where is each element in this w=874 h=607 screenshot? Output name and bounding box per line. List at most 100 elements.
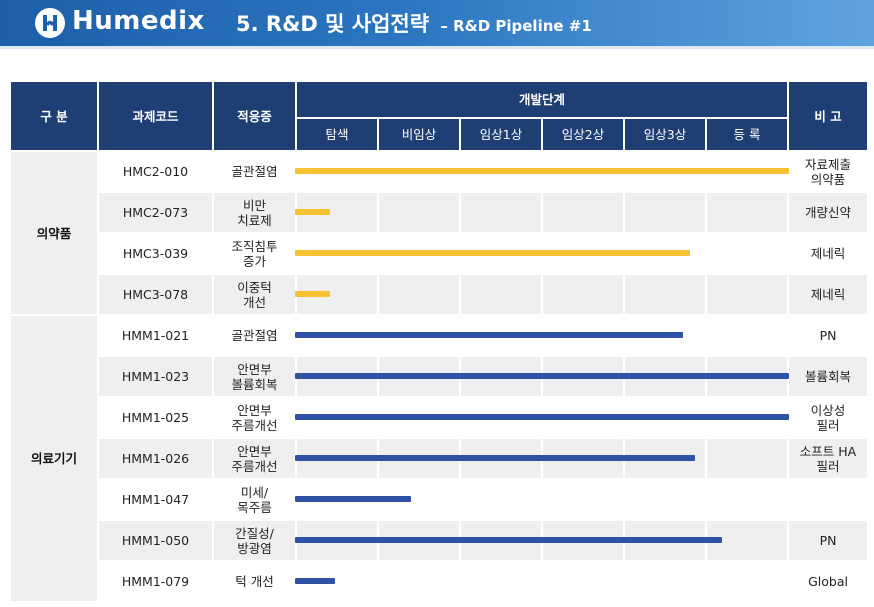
table-row: 의료기기 HMM1-021 골관절염 PN	[9, 314, 870, 603]
stage-cell	[704, 560, 790, 603]
header-stage: 등 록	[704, 117, 790, 152]
stage-cell	[704, 355, 790, 398]
stage-cell	[377, 191, 461, 234]
indication-cell: 골관절염	[212, 314, 297, 357]
stage-cell	[623, 191, 707, 234]
stage-cell	[459, 314, 543, 357]
stage-cell	[377, 232, 461, 275]
stage-cell	[459, 560, 543, 603]
stage-cell	[704, 519, 790, 562]
stage-cell	[377, 478, 461, 521]
stage-cell	[459, 478, 543, 521]
header-indication: 적응증	[212, 80, 297, 152]
stage-cell	[377, 150, 461, 193]
stage-cell	[541, 314, 625, 357]
note-cell: PN	[787, 314, 870, 357]
stage-cell	[704, 314, 790, 357]
stage-cell	[377, 519, 461, 562]
stage-cell	[541, 150, 625, 193]
stage-cell	[541, 519, 625, 562]
stage-cell	[541, 437, 625, 480]
stage-cell	[623, 232, 707, 275]
page-title: 5. R&D 및 사업전략 – R&D Pipeline #1	[236, 8, 592, 38]
stage-cell	[541, 560, 625, 603]
header-category: 구 분	[9, 80, 99, 152]
header-banner	[0, 0, 874, 46]
table-row: HMM1-050 간질성/ 방광염 PN	[10, 519, 870, 562]
header-stage: 임상2상	[541, 117, 625, 152]
indication-cell: 조직침투 증가	[212, 232, 297, 275]
stage-cell	[704, 191, 790, 234]
stage-cell	[704, 150, 790, 193]
stage-cell	[541, 273, 625, 316]
indication-cell: 안면부 주름개선	[212, 396, 297, 439]
note-cell	[787, 478, 870, 521]
stage-cell	[623, 560, 707, 603]
stage-cell	[704, 437, 790, 480]
stage-cell	[295, 478, 379, 521]
header-note: 비 고	[787, 80, 870, 152]
stage-cell	[704, 232, 790, 275]
note-cell: 제네릭	[787, 232, 870, 275]
stage-cell	[295, 560, 379, 603]
table-row: HMM1-079 턱 개선 Global	[10, 560, 870, 603]
stage-cell	[459, 355, 543, 398]
stage-cell	[377, 314, 461, 357]
stage-cell	[623, 478, 707, 521]
stage-cell	[295, 150, 379, 193]
table-row: HMM1-023 안면부 볼륨회복 볼륨회복	[10, 355, 870, 398]
stage-cell	[623, 437, 707, 480]
pipeline-table: 구 분 과제코드 적응증 개발단계 비 고 탐색 비임상 임상1상 임상2상 임…	[9, 80, 870, 603]
stage-cell	[704, 396, 790, 439]
humedix-logo-icon	[35, 8, 65, 38]
title-subtitle: – R&D Pipeline #1	[440, 17, 592, 35]
stage-cell	[623, 314, 707, 357]
stage-cell	[541, 191, 625, 234]
stage-cell	[459, 437, 543, 480]
note-cell: 자료제출 의약품	[787, 150, 870, 193]
code-cell: HMM1-025	[97, 396, 214, 439]
table-row: HMC2-073 비만 치료제 개량신약	[10, 191, 870, 234]
code-cell: HMM1-079	[97, 560, 214, 603]
indication-cell: 간질성/ 방광염	[212, 519, 297, 562]
stage-cell	[704, 478, 790, 521]
page-header: Humedix 5. R&D 및 사업전략 – R&D Pipeline #1	[0, 0, 874, 70]
header-stage: 탐색	[295, 117, 379, 152]
stage-cell	[295, 232, 379, 275]
stage-cell	[541, 232, 625, 275]
table-row: HMM1-047 미세/ 목주름	[10, 478, 870, 521]
header-stage-group: 개발단계	[294, 80, 790, 119]
header-stage: 비임상	[377, 117, 461, 152]
table-row: HMM1-025 안면부 주름개선 이상성 필러	[10, 396, 870, 439]
table-row: HMC3-078 이중턱 개선 제네릭	[10, 273, 870, 316]
note-cell: 볼륨회복	[787, 355, 870, 398]
stage-cell	[377, 560, 461, 603]
stage-cell	[623, 519, 707, 562]
stage-cell	[704, 273, 790, 316]
stage-cell	[295, 314, 379, 357]
code-cell: HMC3-039	[97, 232, 214, 275]
stage-cell	[295, 355, 379, 398]
header-stage: 임상1상	[459, 117, 543, 152]
stage-cell	[459, 396, 543, 439]
header-stage: 임상3상	[623, 117, 707, 152]
indication-cell: 비만 치료제	[212, 191, 297, 234]
category-cell: 의약품	[9, 150, 99, 316]
indication-cell: 골관절염	[212, 150, 297, 193]
stage-cell	[459, 150, 543, 193]
stage-cell	[295, 273, 379, 316]
indication-cell: 안면부 볼륨회복	[212, 355, 297, 398]
table-row: 의약품 HMC2-010 골관절염 자료제출 의약품	[9, 150, 870, 316]
code-cell: HMM1-026	[97, 437, 214, 480]
stage-cell	[459, 519, 543, 562]
indication-cell: 턱 개선	[212, 560, 297, 603]
brand-name: Humedix	[72, 6, 205, 36]
note-cell: 개량신약	[787, 191, 870, 234]
category-cell: 의료기기	[9, 314, 99, 603]
stage-cell	[377, 396, 461, 439]
code-cell: HMM1-050	[97, 519, 214, 562]
code-cell: HMC3-078	[97, 273, 214, 316]
stage-cell	[377, 355, 461, 398]
header-divider	[0, 46, 874, 49]
stage-cell	[377, 273, 461, 316]
